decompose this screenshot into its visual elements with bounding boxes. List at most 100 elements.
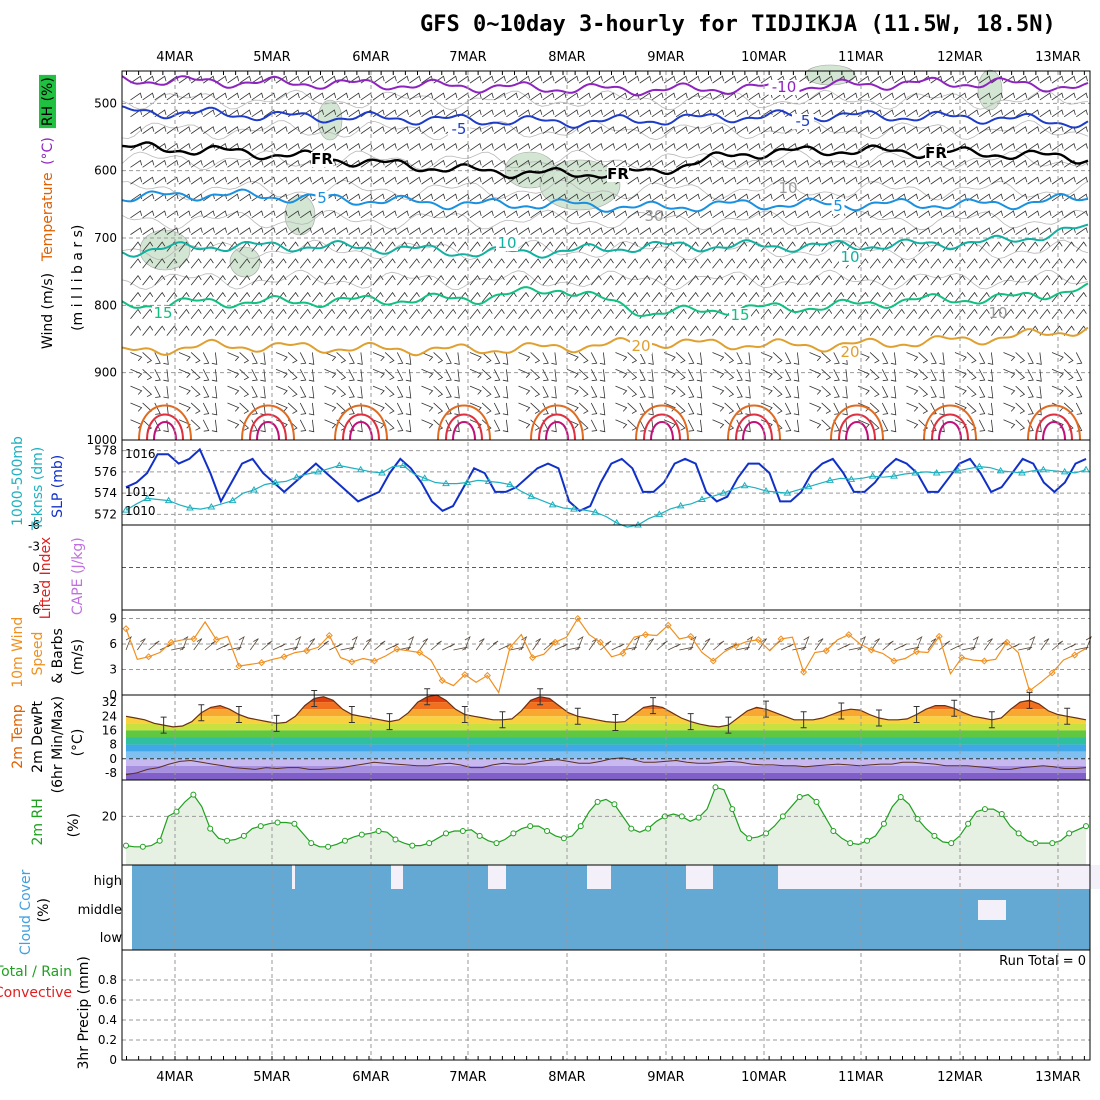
wind-barb: [506, 193, 518, 202]
wind-barb: [178, 210, 191, 219]
surface-wind-barb: [193, 638, 203, 651]
precip-total-rain-label: Total / Rain: [0, 964, 72, 980]
wind-barb: [906, 368, 919, 378]
wind-barb: [627, 227, 640, 235]
wind-barb: [506, 143, 518, 151]
rh2m-marker: [981, 806, 988, 813]
wind-barb: [384, 126, 397, 134]
wind-barb: [857, 92, 870, 101]
wind-barb: [409, 176, 421, 185]
thickness-marker: [762, 487, 770, 494]
wind-barb: [639, 325, 651, 336]
wind-barb: [663, 419, 676, 429]
wind-barb: [154, 227, 167, 235]
wind-barb: [906, 227, 919, 235]
wind-barb: [906, 126, 919, 134]
wind-barb: [239, 193, 252, 202]
wind-barb: [627, 176, 640, 185]
wind-barb: [178, 419, 191, 429]
wind-barb: [215, 210, 227, 219]
wind-barb: [748, 308, 760, 320]
wind-barb: [881, 308, 893, 320]
bottom-date-label: 9MAR: [647, 1070, 684, 1085]
wind-barb: [966, 227, 979, 235]
wind-barb: [202, 325, 214, 336]
wind-barb: [1027, 291, 1039, 303]
wind10-axis-label-2: Speed: [30, 632, 46, 676]
axis-label-part: Speed: [30, 632, 46, 676]
wind-barb: [906, 176, 919, 185]
wind-barb: [942, 126, 955, 134]
wind-barb: [542, 385, 549, 398]
wind-barb: [663, 352, 676, 362]
wind-barb: [696, 386, 703, 399]
wind-barb: [324, 385, 337, 395]
surface-wind-barb: [182, 636, 189, 651]
wind-barb: [348, 402, 355, 415]
warm-tongue-contour: [931, 413, 969, 441]
temp-band: [126, 737, 1086, 745]
wind-barb: [445, 159, 458, 168]
wind-barb: [627, 369, 638, 381]
wind-barb: [736, 109, 749, 118]
wind-barb: [772, 176, 785, 185]
wind-barb: [1027, 92, 1040, 101]
warm-tongue-contour: [845, 421, 869, 441]
wind-barb: [760, 258, 772, 269]
wind-barb: [178, 159, 191, 168]
wind-barb: [324, 291, 336, 303]
wind-barb: [203, 210, 215, 219]
wind-barb: [215, 176, 227, 185]
wind-barb: [991, 176, 1003, 185]
rh2m-marker: [560, 835, 567, 842]
wind-barb: [1027, 176, 1040, 185]
wind-barb: [518, 92, 531, 101]
wind-barb: [493, 258, 505, 269]
wind-barb: [396, 385, 404, 398]
wind-barb: [421, 126, 434, 134]
wind-barb: [1051, 258, 1063, 269]
surface-wind-barb: [407, 636, 415, 651]
wind-barb: [227, 126, 240, 134]
wind-barb: [942, 258, 954, 269]
wind-barb: [1063, 385, 1074, 398]
wind10-marker: [935, 632, 943, 640]
wind-barb: [493, 419, 501, 432]
wind-barb: [1039, 308, 1051, 320]
rh2m-marker: [173, 808, 180, 815]
thickness-marker: [996, 466, 1005, 474]
wind-barb: [724, 352, 735, 364]
top-date-label: 7MAR: [449, 50, 486, 65]
wind-barb: [481, 325, 493, 336]
wind-barb: [1076, 143, 1088, 151]
wind-barb: [1039, 126, 1052, 134]
wind-barb: [954, 126, 967, 134]
wind-barb: [675, 210, 688, 219]
wind-barb: [275, 402, 288, 412]
wind-barb: [312, 325, 323, 336]
wind-barb: [324, 126, 337, 134]
wind-barb: [639, 385, 646, 398]
rh-contour: [121, 119, 1089, 141]
rh2m-marker: [914, 815, 921, 822]
wind-barb: [833, 291, 845, 303]
wind-barb: [639, 109, 652, 118]
wind-barb: [869, 385, 880, 398]
wind-barb: [130, 258, 142, 269]
wind-barb: [397, 126, 409, 134]
contour-label-bg: [607, 167, 629, 182]
wind-barb: [469, 126, 482, 134]
wind-barb: [881, 419, 889, 432]
wind-barb: [578, 352, 589, 364]
wind-barb: [1051, 241, 1063, 252]
wind-barb: [154, 419, 161, 432]
wind-barb: [251, 352, 258, 365]
wind-barb: [930, 92, 943, 101]
axis-label-part: CAPE (J/kg): [70, 537, 86, 615]
temp-minmax-bar: [800, 711, 807, 729]
wind-barb: [142, 241, 154, 252]
wind-barb: [651, 75, 664, 84]
rh2m-marker: [190, 791, 197, 798]
wind-barb: [991, 210, 1003, 219]
top-date-label: 5MAR: [253, 50, 290, 65]
